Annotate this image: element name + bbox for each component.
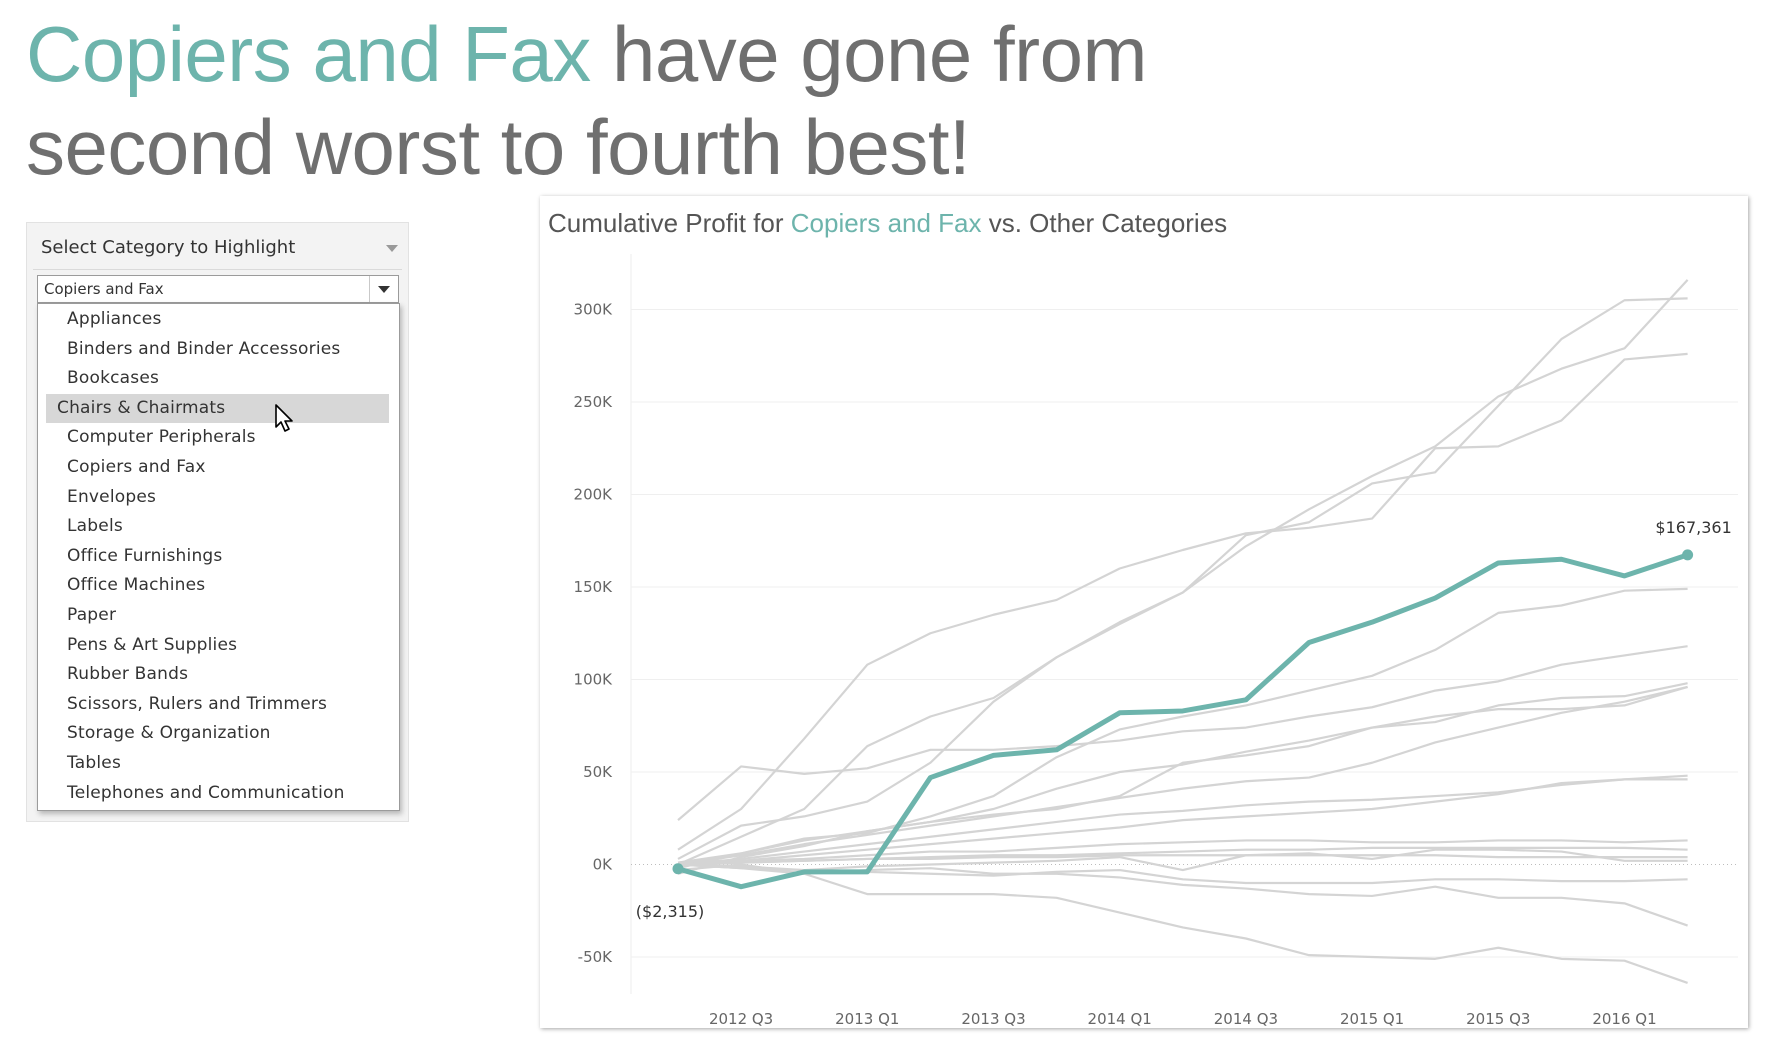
series-line-other: [677, 297, 1688, 866]
dropdown-option[interactable]: Appliances: [67, 309, 162, 329]
chevron-down-icon[interactable]: [369, 276, 398, 302]
dropdown-option[interactable]: Labels: [67, 516, 123, 537]
x-tick-label: 2015 Q1: [1340, 1010, 1404, 1028]
y-tick-label: 0K: [593, 856, 614, 874]
filter-divider: [33, 269, 402, 270]
dropdown-option[interactable]: Pens & Art Supplies: [67, 634, 238, 655]
dropdown-option[interactable]: Binders and Binder Accessories: [67, 338, 341, 359]
y-tick-label: 100K: [574, 671, 614, 689]
filter-title: Select Category to Highlight: [41, 237, 296, 258]
dropdown-option[interactable]: Rubber Bands: [67, 664, 189, 685]
cumulative-profit-chart: -50K 0K 50K 100K 150K 200K 250K 300K 2012 Q3 2013…: [574, 254, 1738, 1028]
category-select-value: Copiers and Fax: [44, 280, 164, 298]
chart-card: Cumulative Profit for Copiers and Fax vs…: [540, 196, 1748, 1028]
series-line-other: [677, 685, 1688, 866]
series-line-other: [677, 848, 1688, 872]
y-tick-label: 250K: [574, 393, 614, 411]
category-select[interactable]: Copiers and Fax: [37, 275, 399, 303]
dropdown-option[interactable]: Computer Peripherals: [67, 427, 256, 448]
category-filter: Select Category to Highlight Copiers and…: [26, 222, 409, 822]
series-line-other: [677, 685, 1688, 864]
x-tick-label: 2016 Q1: [1592, 1010, 1656, 1028]
y-tick-label: 300K: [574, 301, 614, 319]
dropdown-option[interactable]: Tables: [67, 752, 122, 773]
series-line-other: [677, 854, 1688, 866]
x-tick-label: 2014 Q3: [1214, 1010, 1278, 1028]
headline: Copiers and Fax have gone from second wo…: [26, 8, 1326, 194]
x-tick-label: 2012 Q3: [709, 1010, 773, 1028]
series-line-other: [677, 587, 1688, 870]
series-line-other: [677, 352, 1688, 851]
headline-highlight: Copiers and Fax: [26, 10, 591, 98]
start-point-marker: [672, 863, 684, 875]
dropdown-option[interactable]: Telephones and Communication: [67, 782, 345, 803]
series-line-other: [677, 645, 1688, 821]
dropdown-option[interactable]: Office Machines: [67, 575, 206, 596]
series-line-copiers-and-fax: [675, 552, 1691, 890]
headline-line2: second worst to fourth best!: [26, 103, 971, 191]
y-tick-label: 200K: [574, 486, 614, 504]
dropdown-option[interactable]: Copiers and Fax: [67, 456, 206, 477]
series-line-other: [677, 778, 1688, 866]
y-tick-label: 50K: [583, 763, 613, 781]
dropdown-option[interactable]: Scissors, Rulers and Trimmers: [67, 693, 328, 714]
series-line-other: [677, 839, 1688, 866]
chart-title: Cumulative Profit for Copiers and Fax vs…: [548, 208, 1227, 239]
headline-line1-rest: have gone from: [590, 10, 1148, 98]
x-tick-label: 2013 Q1: [835, 1010, 899, 1028]
end-point-marker: [1682, 549, 1694, 561]
dropdown-option[interactable]: Chairs & Chairmats: [46, 393, 389, 424]
mouse-cursor-icon: [275, 404, 293, 432]
dropdown-option[interactable]: Envelopes: [67, 486, 157, 507]
series-line-other: [677, 863, 1688, 984]
x-tick-label: 2013 Q3: [961, 1010, 1025, 1028]
dropdown-option[interactable]: Paper: [67, 604, 117, 625]
filter-menu-arrow-icon[interactable]: [386, 245, 398, 252]
dropdown-option[interactable]: Office Furnishings: [67, 545, 223, 566]
dropdown-option[interactable]: Storage & Organization: [67, 723, 271, 744]
chart-title-highlight: Copiers and Fax: [790, 208, 982, 238]
category-dropdown-list: Appliances Binders and Binder Accessories…: [37, 303, 400, 811]
x-tick-label: 2015 Q3: [1466, 1010, 1530, 1028]
y-tick-label: -50K: [578, 948, 613, 966]
start-value-label: ($2,315): [636, 902, 704, 921]
y-tick-label: 150K: [574, 578, 614, 596]
x-tick-label: 2014 Q1: [1088, 1010, 1152, 1028]
chart-title-suffix: vs. Other Categories: [981, 208, 1228, 238]
chart-title-prefix: Cumulative Profit for: [548, 208, 791, 238]
dropdown-option[interactable]: Bookcases: [67, 368, 160, 389]
end-value-label: $167,361: [1655, 518, 1731, 537]
series-line-other: [677, 682, 1688, 875]
